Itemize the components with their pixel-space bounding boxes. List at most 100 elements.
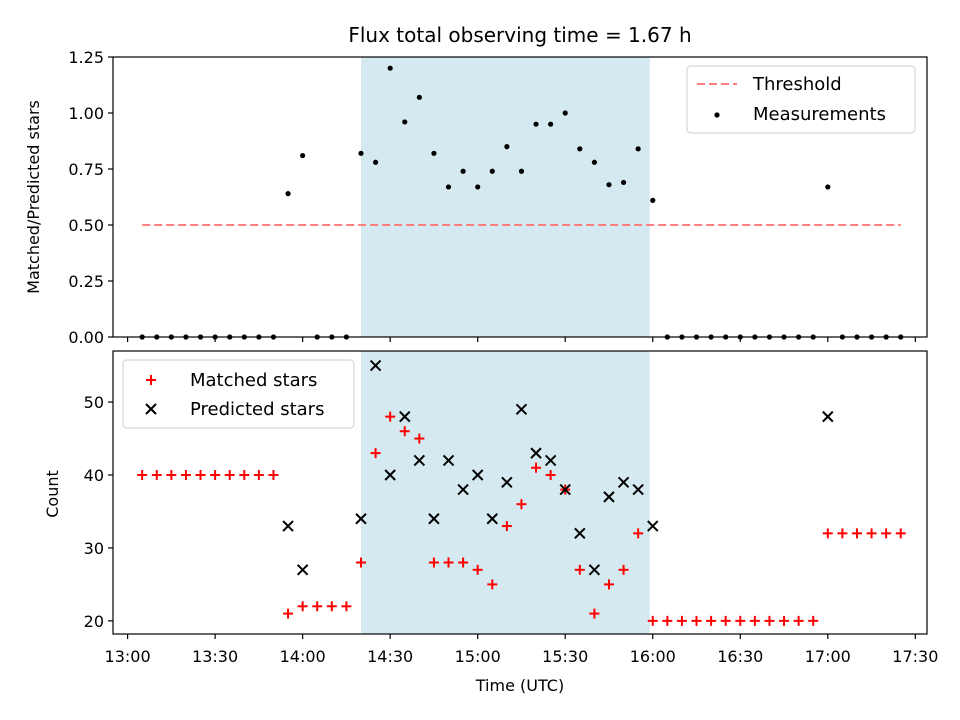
matched-star-point [691,615,702,626]
matched-star-point [283,608,294,619]
count-legend: Matched stars Predicted stars [122,359,355,429]
measurement-point [533,121,539,127]
ratio-y-tick-label: 0.75 [68,160,104,179]
observing-window-span [360,57,650,337]
measurement-point [591,159,597,165]
time-x-tick-label: 15:00 [455,647,501,666]
time-x-tick-label: 16:30 [717,647,763,666]
predicted-star-point [617,476,630,488]
predicted-star-point [457,483,469,496]
time-x-tick-label: 16:00 [630,647,676,666]
measurement-point [372,159,379,165]
count-y-tick-label: 40 [84,466,104,485]
predicted-star-point [501,476,513,488]
matched-star-point [851,528,862,539]
predicted-star-point [603,491,615,503]
matched-star-point [735,615,746,626]
matched-star-point [647,615,658,626]
measurement-point [635,146,641,152]
matched-star-point [822,528,833,539]
measurement-point [300,152,306,159]
legend-measurements-swatch [714,112,720,118]
legend-predicted-swatch [145,403,157,415]
count-panel: 20 30 40 50 13:00 13:30 14:00 14:30 15:00 15:30 1… [43,350,938,695]
legend-matched-label: Matched stars [190,370,317,391]
measurement-point [620,179,627,186]
predicted-star-point [486,513,498,525]
measurement-point [402,119,408,125]
predicted-star-point [282,520,294,532]
matched-star-point [355,557,366,568]
matched-star-point [312,601,323,612]
time-x-tick-label: 14:00 [280,647,326,666]
matched-star-point [662,615,673,626]
predicted-star-point [384,469,396,481]
matched-star-point [633,528,644,539]
ratio-panel-frame [112,56,928,338]
measurement-point [460,168,466,174]
legend-measurements-label: Measurements [753,104,886,125]
ratio-y-tick-label: 0.00 [68,328,104,347]
measurement-point [504,144,510,150]
predicted-star-point [369,359,382,372]
matched-star-point [399,426,410,437]
measurement-point [518,168,525,174]
matched-star-point [239,469,250,480]
ratio-y-tick-label: 0.50 [68,216,104,235]
time-x-tick-label: 13:30 [192,647,238,666]
measurement-point [285,191,291,197]
matched-star-point [706,615,717,626]
matched-star-point [443,557,454,568]
matched-star-point [574,564,585,575]
matched-star-point [603,579,614,590]
matched-star-point [764,615,775,626]
measurement-point [387,65,393,71]
ratio-y-tick-label: 0.25 [68,272,104,291]
time-x-tick-label: 15:30 [542,647,588,666]
matched-star-point [341,601,352,612]
ratio-y-tick-label: 1.00 [68,104,104,123]
measurement-point [416,94,422,100]
predicted-star-point [413,454,426,467]
predicted-star-point [632,483,644,496]
legend-threshold-label: Threshold [752,74,842,95]
predicted-star-point [428,513,440,525]
matched-star-point [837,528,848,539]
matched-star-point [385,411,396,422]
matched-star-point [166,469,177,480]
time-x-tick-label: 17:00 [805,647,851,666]
predicted-star-point [471,469,484,481]
predicted-star-point [822,410,834,423]
measurement-point [650,197,656,203]
matched-star-point [210,469,221,480]
measurement-point [606,182,612,188]
matched-star-point [501,521,512,532]
measurement-point [358,150,364,156]
predicted-star-point [442,454,455,467]
matched-star-point [414,433,425,444]
time-x-tick-label: 14:30 [367,647,413,666]
count-legend-frame [122,359,355,429]
count-axis-label: Count [43,470,62,518]
chart-title: Flux total observing time = 1.67 h [348,23,691,47]
time-x-tick-label: 13:00 [105,647,151,666]
measurement-point [548,121,554,127]
ratio-panel: 0.00 0.25 0.50 0.75 1.00 1.25 Flux total obse… [24,23,928,347]
predicted-star-point [296,564,309,576]
measurement-point [445,184,452,190]
matched-star-point [370,448,381,459]
matched-star-point [268,469,279,480]
measurement-point [825,184,831,190]
matched-star-point [472,564,483,575]
matched-star-point [326,601,337,612]
predicted-star-point [544,454,557,467]
matched-star-point [895,528,906,539]
matched-star-point [137,469,148,480]
matched-star-point [516,499,527,510]
predicted-star-point [647,520,659,532]
measurement-point [475,184,481,190]
matched-star-point [881,528,892,539]
matched-star-point [793,615,804,626]
measurement-point [431,150,437,156]
predicted-star-point [588,564,601,576]
